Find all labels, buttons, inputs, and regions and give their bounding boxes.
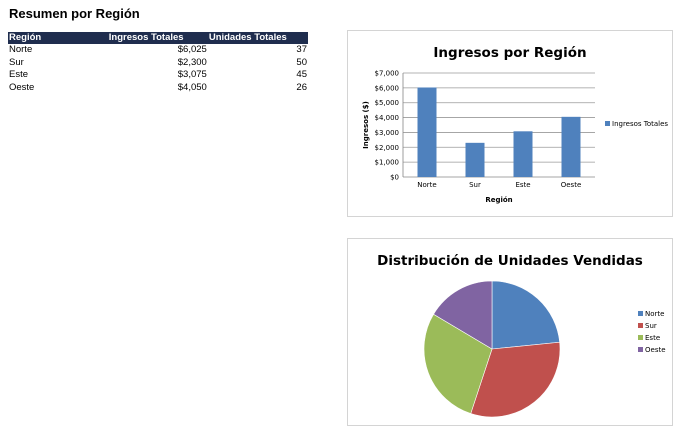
pie-slice (433, 280, 493, 350)
legend-label: Norte (645, 310, 664, 318)
legend-label: Sur (645, 322, 657, 330)
chart-title: Distribución de Unidades Vendidas (377, 253, 643, 269)
legend-swatch (638, 323, 643, 328)
legend-label: Ingresos Totales (612, 120, 668, 128)
x-axis-label: Región (485, 196, 512, 204)
legend-swatch (638, 347, 643, 352)
cell-region[interactable]: Sur (9, 56, 24, 68)
revenue-bar-chart[interactable]: Ingresos por Región $0 $1,000 $2,000 $3,000 $… (347, 30, 673, 217)
table-header-row: Región Ingresos Totales Unidades Totales (8, 32, 308, 44)
sheet-title: Resumen por Región (9, 6, 140, 21)
bar (513, 131, 533, 177)
legend-swatch (638, 311, 643, 316)
y-tick-label: $5,000 (375, 99, 400, 107)
cell-units[interactable]: 45 (296, 69, 307, 80)
pie-chart-svg: Distribución de Unidades Vendidas Norte Su… (377, 253, 666, 418)
cell-units[interactable]: 26 (296, 81, 307, 93)
cell-region[interactable]: Oeste (9, 81, 35, 93)
x-tick-label: Este (515, 181, 530, 189)
y-tick-label: $1,000 (375, 159, 400, 167)
x-tick-label: Oeste (561, 181, 582, 189)
table-row: Oeste $4,050 26 (8, 82, 308, 95)
cell-revenue[interactable]: $4,050 (177, 81, 207, 93)
cell-region[interactable]: Este (9, 69, 29, 80)
legend-label: Este (645, 334, 660, 342)
cell-revenue[interactable]: $6,025 (177, 44, 207, 55)
col-header-revenue[interactable]: Ingresos Totales (107, 32, 208, 44)
y-axis-label: Ingresos ($) (362, 101, 370, 149)
table-row: Sur $2,300 50 (8, 57, 308, 70)
legend-swatch (638, 335, 643, 340)
cell-units[interactable]: 50 (296, 56, 307, 68)
x-tick-label: Norte (417, 181, 436, 189)
col-header-units[interactable]: Unidades Totales (207, 32, 308, 44)
y-tick-label: $7,000 (375, 70, 400, 78)
y-tick-label: $2,000 (375, 144, 400, 152)
col-header-region[interactable]: Región (8, 32, 108, 44)
y-tick-label: $6,000 (375, 84, 400, 92)
y-tick-label: $4,000 (375, 114, 400, 122)
y-tick-label: $0 (390, 174, 399, 182)
units-pie-chart[interactable]: Distribución de Unidades Vendidas Norte Su… (347, 238, 673, 426)
bar-chart-svg: Ingresos por Región $0 $1,000 $2,000 $3,000 $… (362, 45, 668, 204)
chart-title: Ingresos por Región (433, 45, 586, 61)
cell-revenue[interactable]: $3,075 (177, 69, 207, 80)
legend-swatch (605, 121, 610, 126)
pie-slice (491, 280, 560, 350)
bar (465, 142, 485, 177)
y-tick-label: $3,000 (375, 129, 400, 137)
bar (417, 87, 437, 177)
cell-revenue[interactable]: $2,300 (177, 56, 207, 68)
table-row: Este $3,075 45 (8, 69, 308, 82)
cell-units[interactable]: 37 (296, 44, 307, 55)
x-tick-label: Sur (469, 181, 481, 189)
bar (561, 116, 581, 177)
cell-region[interactable]: Norte (9, 44, 33, 55)
legend-label: Oeste (645, 346, 666, 354)
summary-table: Región Ingresos Totales Unidades Totales… (8, 32, 308, 94)
pie-slice (470, 341, 561, 418)
table-row: Norte $6,025 37 (8, 44, 308, 57)
